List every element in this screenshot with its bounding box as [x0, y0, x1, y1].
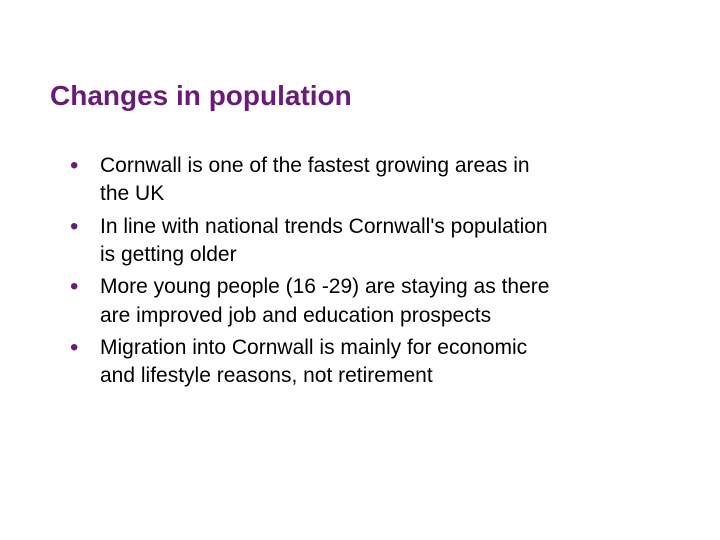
list-item: Migration into Cornwall is mainly for ec…	[70, 334, 550, 391]
bullet-list: Cornwall is one of the fastest growing a…	[50, 152, 670, 391]
list-item: Cornwall is one of the fastest growing a…	[70, 152, 550, 209]
slide-title: Changes in population	[50, 80, 670, 112]
list-item: In line with national trends Cornwall's …	[70, 213, 550, 270]
list-item: More young people (16 -29) are staying a…	[70, 273, 550, 330]
